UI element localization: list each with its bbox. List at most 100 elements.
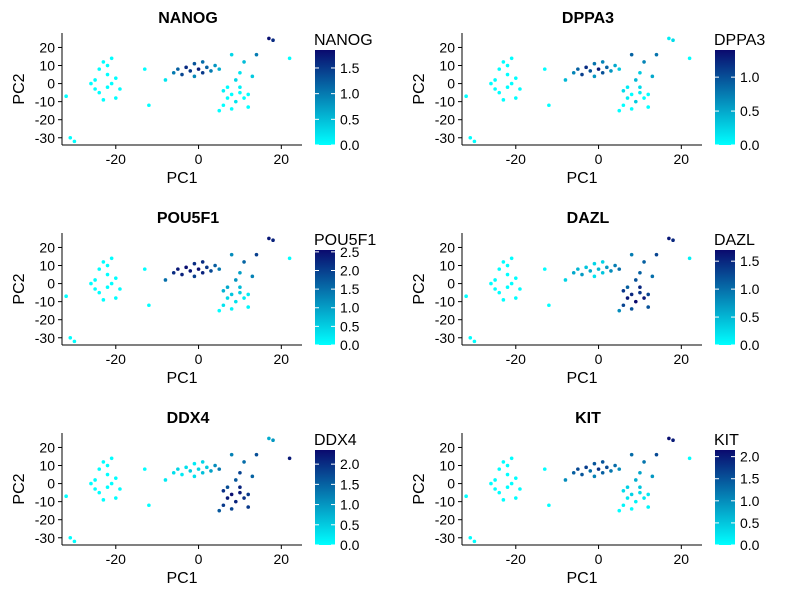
x-tick-label: 0: [195, 151, 203, 167]
legend-title: KIT: [714, 432, 739, 449]
data-point: [221, 303, 226, 308]
data-point: [621, 103, 626, 108]
data-point: [105, 263, 110, 268]
data-point: [287, 456, 292, 461]
y-tick-label: -10: [35, 494, 55, 510]
data-point: [621, 503, 626, 508]
data-point: [609, 269, 613, 273]
data-point: [217, 267, 222, 271]
data-point: [493, 287, 497, 291]
data-point: [650, 274, 655, 279]
legend-tick-label: 1.0: [740, 493, 760, 509]
y-tick-label: 0: [47, 276, 55, 292]
data-point: [621, 489, 626, 493]
data-point: [192, 474, 197, 479]
data-point: [101, 98, 106, 102]
data-point: [501, 460, 506, 464]
data-point: [505, 72, 510, 77]
x-tick-label: -20: [506, 351, 526, 367]
data-point: [200, 460, 205, 464]
data-point: [113, 276, 118, 280]
data-point: [584, 65, 588, 70]
data-point: [68, 535, 73, 540]
data-point: [147, 103, 151, 108]
y-tick-label: 0: [447, 76, 455, 92]
legend-tick-label: 1.5: [740, 471, 760, 487]
data-point: [642, 496, 646, 500]
legend-tick-label: 0.0: [340, 137, 360, 153]
data-point: [238, 85, 242, 89]
y-tick-label: 20: [39, 439, 55, 455]
data-point: [505, 485, 510, 489]
legend-tick-label: 0.5: [340, 111, 360, 127]
data-point: [196, 467, 201, 471]
data-point: [287, 56, 292, 61]
y-axis-title: PC2: [11, 273, 28, 304]
legend-colorbar: [715, 450, 735, 545]
data-point: [571, 270, 576, 275]
legend-tick-label: 1.5: [340, 60, 360, 76]
x-axis-title: PC1: [166, 170, 197, 187]
data-point: [576, 267, 580, 271]
data-point: [238, 490, 242, 495]
data-point: [163, 478, 168, 482]
x-tick-label: 0: [195, 551, 203, 567]
data-point: [229, 52, 234, 57]
data-point: [642, 96, 646, 100]
data-point: [621, 303, 626, 308]
data-point: [580, 72, 584, 77]
data-point: [646, 492, 651, 497]
data-point: [509, 256, 514, 261]
data-point: [97, 467, 102, 471]
data-point: [633, 99, 638, 104]
legend-tick-label: 2.0: [740, 449, 760, 465]
data-point: [217, 108, 222, 113]
data-point: [221, 289, 226, 293]
y-tick-label: -20: [435, 112, 455, 128]
data-point: [205, 265, 209, 270]
x-tick-label: -20: [506, 151, 526, 167]
data-point: [225, 296, 230, 300]
data-point: [638, 70, 642, 75]
legend-tick-label: 0.0: [740, 337, 760, 353]
data-point: [505, 285, 510, 289]
data-point: [497, 290, 502, 295]
data-point: [109, 56, 114, 61]
data-point: [105, 463, 110, 468]
data-point: [238, 290, 242, 295]
data-point: [271, 438, 275, 443]
data-point: [113, 476, 118, 480]
data-point: [629, 292, 634, 297]
data-point: [109, 256, 114, 261]
panel-ddx4: DDX4 -30 -20 -10 0 10 20 -20 0 20 PC1 PC2 DDX4 0.0 0.5…: [11, 410, 360, 587]
data-point: [254, 252, 259, 257]
data-point: [64, 494, 68, 499]
data-point: [246, 292, 251, 297]
data-point: [509, 56, 514, 61]
data-point: [468, 335, 473, 340]
data-point: [113, 76, 118, 80]
x-axis-title: PC1: [566, 570, 597, 587]
y-axis-title: PC2: [411, 273, 428, 304]
y-tick-label: 10: [39, 258, 55, 274]
data-point: [650, 474, 655, 479]
data-point: [563, 478, 568, 482]
data-point: [254, 52, 259, 57]
data-point: [105, 472, 110, 477]
data-point: [229, 252, 234, 257]
data-point: [600, 70, 605, 75]
legend-colorbar: [315, 450, 335, 545]
legend-colorbar: [715, 50, 735, 145]
data-point: [229, 492, 234, 497]
y-tick-label: -10: [35, 94, 55, 110]
data-point: [646, 305, 651, 309]
legend-tick-label: 2.5: [340, 244, 360, 260]
data-point: [101, 460, 106, 464]
y-axis-title: PC2: [11, 473, 28, 504]
data-point: [509, 281, 514, 286]
data-point: [142, 267, 147, 271]
data-point: [246, 105, 251, 109]
data-point: [93, 87, 97, 91]
legend-title: DDX4: [314, 432, 357, 449]
data-point: [229, 107, 234, 111]
